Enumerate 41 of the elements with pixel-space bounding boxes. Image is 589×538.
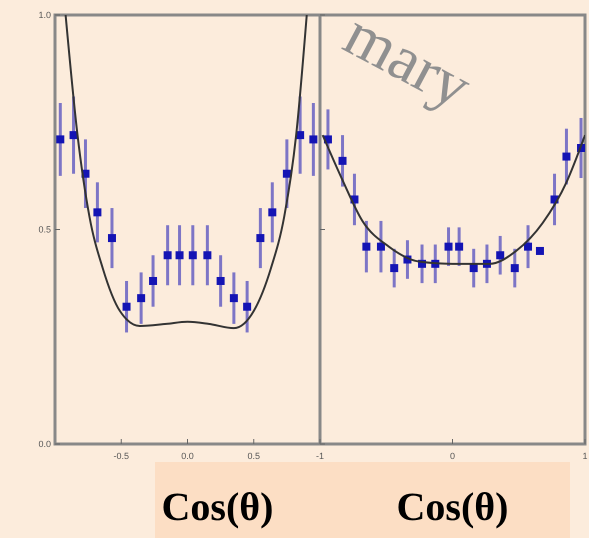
x-tick-label: 0.5 <box>247 451 260 461</box>
point <box>137 294 146 302</box>
x-axis-title: Cos(θ) <box>162 484 274 529</box>
point <box>496 251 504 260</box>
point <box>203 251 212 260</box>
point <box>455 242 464 251</box>
point <box>338 156 347 165</box>
y-tick-label: 0.0 <box>38 439 51 449</box>
x-axis-title: Cos(θ) <box>396 484 508 529</box>
x-tick-label: -0.5 <box>113 451 130 461</box>
point <box>122 302 131 311</box>
point <box>268 208 276 216</box>
point <box>149 276 158 285</box>
point <box>376 242 385 251</box>
point <box>56 135 64 144</box>
point <box>216 276 225 285</box>
point <box>536 246 544 255</box>
x-tick-label: 0.0 <box>181 451 194 461</box>
point <box>524 242 532 251</box>
x-tick-label: -1 <box>316 451 324 461</box>
y-tick-label: 0.5 <box>38 224 51 234</box>
annotation: mary <box>333 0 483 122</box>
point <box>176 251 184 260</box>
x-tick-label: 0 <box>450 451 456 461</box>
line-series <box>64 15 308 330</box>
point <box>230 294 238 302</box>
point <box>390 264 398 272</box>
point <box>309 135 318 144</box>
point <box>282 170 291 178</box>
point <box>93 208 102 216</box>
point <box>562 152 570 161</box>
point <box>362 242 370 251</box>
point <box>243 302 252 311</box>
point <box>164 251 172 260</box>
y-tick-label: 1.0 <box>38 10 51 20</box>
point <box>444 242 453 251</box>
point <box>108 234 116 242</box>
point <box>510 264 519 272</box>
point <box>188 251 197 260</box>
x-tick-label: 1 <box>582 451 588 461</box>
point <box>256 234 264 242</box>
